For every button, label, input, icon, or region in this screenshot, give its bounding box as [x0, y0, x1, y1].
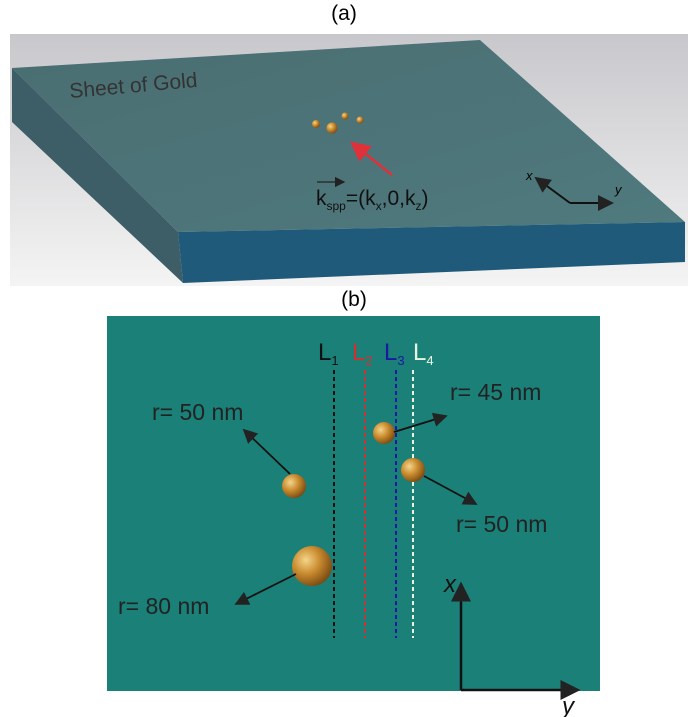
- figure: (a) Sheet of Gold kspp=(kx,0,kz) x y (b)…: [0, 0, 688, 717]
- panel-label: (b): [341, 288, 367, 311]
- radius-label: r= 50 nm: [152, 399, 243, 425]
- radius-label: r= 50 nm: [456, 511, 547, 537]
- axis-label: x: [525, 168, 533, 183]
- axis-label: y: [560, 693, 576, 717]
- axis-label: x: [443, 571, 457, 598]
- panel-background: [107, 316, 600, 691]
- radius-label: r= 45 nm: [450, 379, 541, 405]
- radius-label: r= 80 nm: [118, 593, 209, 619]
- panel-label: (a): [331, 2, 357, 25]
